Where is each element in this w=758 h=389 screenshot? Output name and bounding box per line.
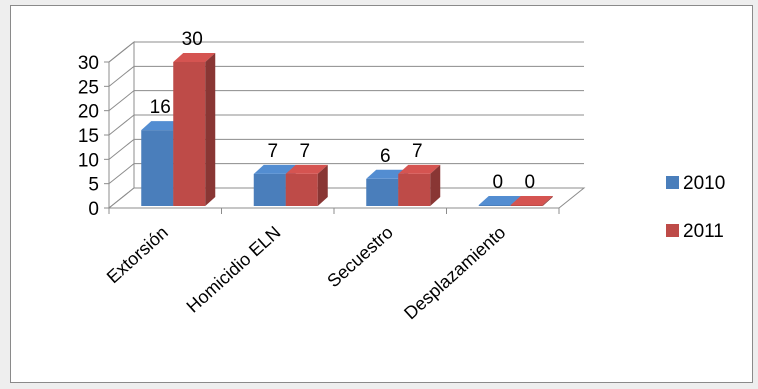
data-label-2011: 7 (412, 141, 423, 162)
data-label-2011: 30 (182, 29, 203, 50)
gridline-diagonal (108, 163, 135, 185)
gridline-diagonal (108, 65, 135, 87)
gridline-diagonal (108, 41, 135, 63)
legend: 2010 2011 (666, 173, 725, 242)
data-label-2010: 6 (380, 146, 391, 167)
data-label-2010: 0 (492, 172, 503, 193)
y-tick-label: 10 (78, 150, 99, 171)
legend-swatch-2010 (666, 176, 679, 189)
y-tick-label: 20 (78, 102, 99, 123)
gridline-diagonal (108, 138, 135, 160)
bar-2011-side (205, 53, 216, 206)
bar-2011-side (430, 164, 441, 206)
y-axis: 0 5 10 15 20 25 30 (78, 53, 110, 220)
bar-2010-top (253, 164, 296, 174)
bar-2010-front (141, 130, 174, 206)
legend-swatch-2011 (666, 224, 679, 237)
gridline-diagonal (108, 90, 135, 112)
bar-2011-side (542, 196, 553, 206)
y-tick-label: 15 (78, 126, 99, 147)
bar-2011-front (398, 173, 431, 206)
floor-plane (107, 187, 586, 209)
data-label-2011: 7 (299, 141, 310, 162)
bar-2011-top (173, 53, 216, 62)
bar-2011-front (173, 62, 206, 206)
bar-2010-top (366, 169, 409, 179)
category-label: Desplazamiento (400, 222, 509, 323)
y-tick-label: 0 (88, 199, 99, 220)
bars (141, 53, 553, 206)
bar-2011-top (285, 164, 328, 174)
y-tick-label: 30 (78, 53, 99, 74)
bar-2010-front (478, 205, 511, 206)
y-tick-label: 25 (78, 77, 99, 98)
category-label: Extorsión (103, 222, 172, 287)
bar-2011-top (398, 164, 441, 174)
bar-2011-top (510, 196, 553, 205)
x-axis: Extorsión Homicidio ELN Secuestro Desplazam… (103, 208, 560, 323)
bar-2010-front (366, 178, 399, 206)
category-label: Secuestro (323, 222, 397, 291)
chart-frame: 0 5 10 15 20 25 30 16 30 7 7 6 7 0 0 Extorsión Homicid… (10, 5, 753, 383)
data-label-2010: 16 (150, 97, 171, 118)
legend-label-2010: 2010 (683, 173, 725, 194)
bar-2010-top (478, 196, 521, 205)
category-label: Homicidio ELN (183, 222, 285, 317)
y-tick-label: 5 (88, 175, 99, 196)
legend-label-2011: 2011 (683, 221, 724, 242)
data-label-2010: 7 (267, 141, 278, 162)
bar-2010-top (141, 121, 184, 131)
bar-2010-front (253, 173, 286, 206)
bar-2011-side (317, 164, 328, 206)
chart-floor (107, 187, 586, 209)
gridline-diagonal (108, 114, 135, 136)
data-label-2011: 0 (524, 172, 535, 193)
bar-2011-front (285, 173, 318, 206)
bar-2011-front (510, 205, 543, 206)
